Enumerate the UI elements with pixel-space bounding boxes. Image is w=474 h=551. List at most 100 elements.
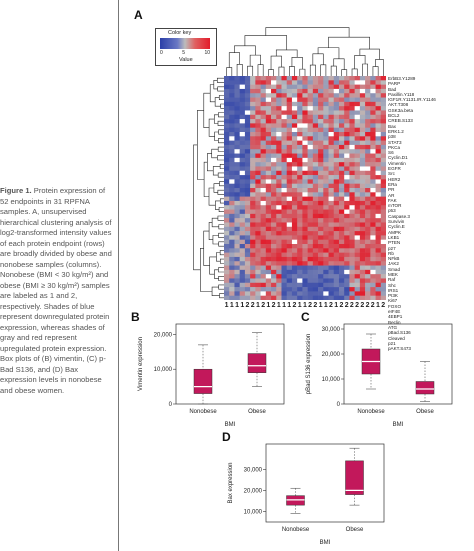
heatmap-cell bbox=[359, 209, 366, 215]
heatmap-cell bbox=[234, 179, 240, 184]
heatmap-cell bbox=[307, 80, 314, 85]
heatmap-row-label: mTOR bbox=[388, 203, 402, 209]
heatmap-cell bbox=[354, 287, 361, 292]
heatmap-cell bbox=[365, 136, 371, 141]
heatmap-cell bbox=[286, 93, 293, 98]
heatmap-cell bbox=[318, 252, 324, 258]
heatmap-cell bbox=[260, 80, 267, 85]
heatmap-cell bbox=[365, 252, 371, 258]
heatmap-cell bbox=[312, 76, 319, 81]
heatmap-cell bbox=[354, 213, 361, 219]
heatmap-cell bbox=[239, 84, 246, 90]
heatmap-cell bbox=[276, 287, 282, 292]
heatmap-cell bbox=[302, 213, 308, 219]
heatmap-cell bbox=[276, 119, 282, 124]
heatmap-cell bbox=[239, 162, 246, 167]
heatmap-cell bbox=[281, 170, 288, 176]
heatmap-cell bbox=[370, 235, 376, 240]
heatmap-cell bbox=[318, 278, 324, 284]
heatmap-cell bbox=[239, 101, 246, 107]
heatmap-cell bbox=[281, 93, 288, 98]
heatmap-cell bbox=[260, 261, 267, 266]
heatmap-cell bbox=[234, 136, 240, 141]
color-key-gradient bbox=[160, 38, 210, 49]
row-dendrogram-branch bbox=[200, 248, 213, 292]
heatmap-cell bbox=[307, 144, 314, 150]
heatmap-cell bbox=[323, 114, 329, 120]
heatmap-cell bbox=[260, 248, 267, 253]
heatmap-cell bbox=[286, 162, 293, 167]
heatmap-cell bbox=[323, 80, 329, 85]
heatmap-cell bbox=[312, 119, 319, 124]
heatmap-cell bbox=[276, 110, 282, 116]
heatmap-cell bbox=[359, 179, 366, 184]
heatmap-cell bbox=[271, 196, 277, 202]
heatmap-cell bbox=[354, 239, 361, 245]
heatmap-cell bbox=[344, 114, 350, 120]
heatmap-cell bbox=[318, 101, 324, 107]
heatmap-cell bbox=[365, 226, 371, 232]
heatmap-cell bbox=[333, 153, 340, 159]
heatmap-cell bbox=[291, 295, 298, 300]
heatmap-row-label: S6 bbox=[388, 150, 394, 156]
heatmap-cell bbox=[375, 144, 382, 150]
heatmap-cell bbox=[318, 269, 324, 275]
heatmap-cell bbox=[312, 295, 319, 300]
heatmap-column-label: 2 bbox=[344, 302, 349, 309]
row-dendrogram-branch bbox=[216, 252, 221, 262]
heatmap-cell bbox=[271, 213, 277, 219]
heatmap-cell bbox=[229, 179, 235, 184]
heatmap-cell bbox=[255, 205, 261, 210]
heatmap-cell bbox=[250, 149, 256, 154]
heatmap-row-label: PI3K bbox=[388, 293, 398, 299]
heatmap-cell bbox=[344, 213, 350, 219]
heatmap-cell bbox=[344, 209, 350, 215]
heatmap-cell bbox=[265, 88, 272, 94]
color-key-xlabel: Value bbox=[179, 57, 193, 63]
heatmap-cell bbox=[271, 119, 277, 124]
heatmap-cell bbox=[271, 162, 277, 167]
heatmap-cell bbox=[224, 256, 230, 262]
heatmap-cell bbox=[271, 231, 277, 236]
heatmap-cell bbox=[244, 196, 251, 202]
heatmap-cell bbox=[244, 84, 251, 90]
heatmap-cell bbox=[370, 205, 376, 210]
heatmap-cell bbox=[354, 235, 361, 240]
heatmap-cell bbox=[349, 93, 355, 98]
heatmap-cell bbox=[260, 162, 267, 167]
heatmap-cell bbox=[328, 278, 335, 284]
heatmap-cell bbox=[291, 205, 298, 210]
heatmap-cell bbox=[250, 132, 256, 137]
heatmap-cell bbox=[297, 149, 303, 154]
heatmap-cell bbox=[312, 291, 319, 296]
heatmap-cell bbox=[323, 132, 329, 137]
heatmap-cell bbox=[229, 88, 235, 94]
heatmap-cell bbox=[297, 213, 303, 219]
heatmap-cell bbox=[380, 119, 386, 124]
heatmap-cell bbox=[302, 114, 308, 120]
heatmap-cell bbox=[271, 114, 277, 120]
heatmap-cell bbox=[312, 110, 319, 116]
heatmap-cell bbox=[281, 188, 288, 193]
row-dendrogram-branch bbox=[215, 200, 221, 210]
heatmap-cell bbox=[229, 136, 235, 141]
heatmap-cell bbox=[375, 179, 382, 184]
heatmap-cell bbox=[328, 231, 335, 236]
heatmap-cell bbox=[224, 274, 230, 279]
heatmap-cell bbox=[265, 140, 272, 146]
heatmap-cell bbox=[370, 80, 376, 85]
heatmap-cell bbox=[265, 80, 272, 85]
heatmap-cell bbox=[281, 265, 288, 271]
heatmap-cell bbox=[354, 123, 361, 128]
heatmap-cell bbox=[297, 269, 303, 275]
heatmap-cell bbox=[354, 144, 361, 150]
heatmap-cell bbox=[365, 153, 371, 159]
heatmap-cell bbox=[297, 196, 303, 202]
row-dendrogram-branch bbox=[193, 144, 201, 271]
heatmap-cell bbox=[244, 175, 251, 180]
heatmap-row-label: HER2 bbox=[388, 176, 401, 182]
heatmap-cell bbox=[224, 140, 230, 146]
heatmap-cell bbox=[260, 269, 267, 275]
heatmap-cell bbox=[338, 114, 345, 120]
heatmap-cell bbox=[239, 231, 246, 236]
